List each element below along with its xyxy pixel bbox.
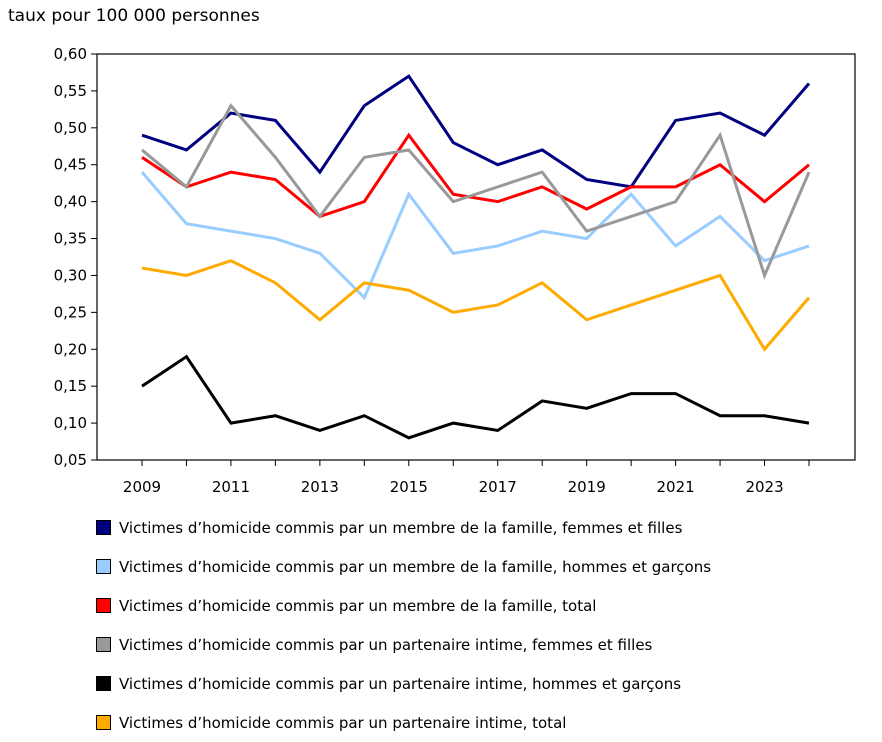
series-line-5 (141, 354, 810, 440)
x-tick-label: 2015 (390, 478, 428, 496)
x-tick-label: 2017 (479, 478, 517, 496)
y-tick-label: 0,05 (54, 451, 87, 469)
x-tick-label: 2011 (212, 478, 250, 496)
y-tick-label: 0,60 (54, 45, 87, 63)
legend-swatch (96, 559, 111, 574)
legend-label: Victimes d’homicide commis par un parten… (119, 674, 682, 693)
legend-label: Victimes d’homicide commis par un membre… (119, 557, 712, 576)
series-line-2 (140, 171, 810, 301)
series-line-6 (141, 259, 811, 352)
legend-label: Victimes d’homicide commis par un membre… (119, 596, 597, 615)
y-tick-label: 0,30 (54, 266, 87, 284)
y-tick-label: 0,20 (54, 340, 87, 358)
legend-item: Victimes d’homicide commis par un parten… (96, 625, 711, 664)
y-tick-label: 0,35 (54, 230, 87, 248)
legend-item: Victimes d’homicide commis par un parten… (96, 703, 711, 742)
legend-swatch (96, 715, 111, 730)
legend-item: Victimes d’homicide commis par un membre… (96, 586, 711, 625)
y-tick-label: 0,50 (54, 119, 87, 137)
y-tick-label: 0,40 (54, 193, 87, 211)
legend-label: Victimes d’homicide commis par un parten… (119, 713, 567, 732)
legend-label: Victimes d’homicide commis par un membre… (119, 518, 683, 537)
legend-item: Victimes d’homicide commis par un membre… (96, 508, 711, 547)
x-tick-label: 2009 (123, 478, 161, 496)
series-line-4 (141, 103, 811, 280)
legend: Victimes d’homicide commis par un membre… (96, 508, 711, 742)
x-tick-label: 2023 (745, 478, 783, 496)
series-line-3 (141, 132, 810, 219)
legend-swatch (96, 676, 111, 691)
series-line-1 (141, 74, 811, 189)
legend-swatch (96, 637, 111, 652)
plot-frame (96, 53, 856, 461)
legend-swatch (96, 598, 111, 613)
legend-label: Victimes d’homicide commis par un parten… (119, 635, 653, 654)
y-tick-label: 0,10 (54, 414, 87, 432)
legend-swatch (96, 520, 111, 535)
y-tick-label: 0,45 (54, 156, 87, 174)
y-tick-label: 0,55 (54, 82, 87, 100)
y-tick-label: 0,15 (54, 377, 87, 395)
legend-item: Victimes d’homicide commis par un parten… (96, 664, 711, 703)
y-tick-label: 0,25 (54, 303, 87, 321)
x-tick-label: 2019 (568, 478, 606, 496)
x-tick-label: 2013 (301, 478, 339, 496)
x-tick-label: 2021 (657, 478, 695, 496)
legend-item: Victimes d’homicide commis par un membre… (96, 547, 711, 586)
y-axis-label: taux pour 100 000 personnes (8, 6, 260, 26)
